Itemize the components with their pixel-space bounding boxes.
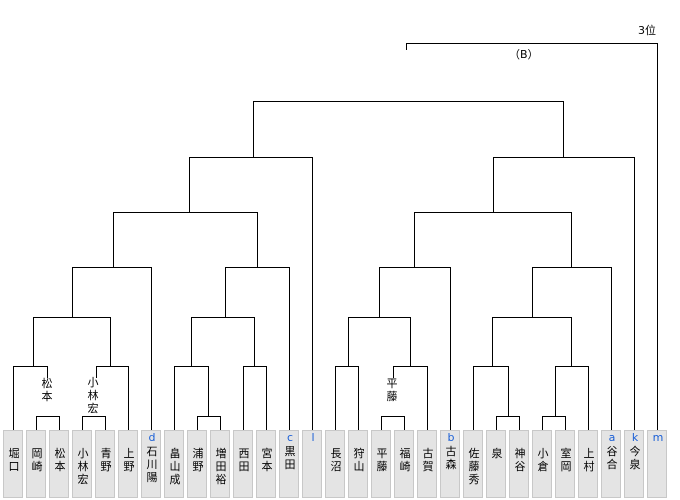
entry-box: 宮 本 <box>256 430 276 498</box>
match-13 <box>189 157 313 430</box>
entry-name: 青 野 <box>100 447 112 473</box>
entry-box: 増 田 裕 <box>210 430 230 498</box>
entry-box: 浦 野 <box>187 430 207 498</box>
match-11 <box>225 267 290 430</box>
seed-tag: l <box>311 431 315 444</box>
match-3 <box>13 366 48 430</box>
match-6 <box>72 267 152 430</box>
entry-name: 今 泉 <box>629 445 641 471</box>
seed-tag: k <box>631 431 639 444</box>
entry-name: 小 倉 <box>537 447 549 473</box>
entry-box: 青 野 <box>95 430 115 498</box>
advance-label-m2: 小 林 宏 <box>87 376 99 415</box>
entry-name: 畠 山 成 <box>169 447 181 486</box>
match-21 <box>542 416 566 430</box>
match-9 <box>243 366 267 430</box>
entry-box: 小 林 宏 <box>72 430 92 498</box>
match-22 <box>555 366 589 430</box>
entry-name: 泉 <box>491 447 503 460</box>
entry-name: 岡 崎 <box>31 447 43 473</box>
entry-box: 室 岡 <box>555 430 575 498</box>
entry-name: 室 岡 <box>560 447 572 473</box>
entry-name: 松 本 <box>54 447 66 473</box>
entry-name: 堀 口 <box>8 447 20 473</box>
entry-box: 泉 <box>486 430 506 498</box>
entry-name: 福 崎 <box>399 447 411 473</box>
entry-box: 狩 山 <box>348 430 368 498</box>
entry-name: 石 川 陽 <box>146 445 158 484</box>
match-8 <box>174 366 209 430</box>
entry-box: 堀 口 <box>3 430 23 498</box>
entry-box: 福 崎 <box>394 430 414 498</box>
entry-name: 宮 本 <box>261 447 273 473</box>
seed-tag: a <box>608 431 616 444</box>
entry-name: 増 田 裕 <box>215 447 227 486</box>
match-4 <box>96 366 129 430</box>
seed-tag: m <box>652 431 664 444</box>
entry-box: 長 沼 <box>325 430 345 498</box>
match-20 <box>473 366 509 430</box>
match-2 <box>82 416 106 430</box>
entry-box: 佐 藤 秀 <box>463 430 483 498</box>
entry-box: 神 谷 <box>509 430 529 498</box>
third-place-label: 3位 <box>638 24 656 37</box>
match-7 <box>197 416 221 430</box>
entry-name: 古 森 <box>445 445 457 471</box>
entry-name: 上 野 <box>123 447 135 473</box>
entry-name: 長 沼 <box>330 447 342 473</box>
match-16 <box>393 366 428 430</box>
entry-box: 平 藤 <box>371 430 391 498</box>
entry-box: 松 本 <box>49 430 69 498</box>
entry-box: m <box>647 430 667 498</box>
bracket-b-label: （B） <box>509 48 539 61</box>
entry-name: 黒 田 <box>284 445 296 471</box>
entry-box: 古 賀 <box>417 430 437 498</box>
entry-name: 平 藤 <box>376 447 388 473</box>
entry-box: 上 野 <box>118 430 138 498</box>
match-24 <box>532 267 612 430</box>
entry-box: 畠 山 成 <box>164 430 184 498</box>
entry-name: 浦 野 <box>192 447 204 473</box>
match-15 <box>381 416 405 430</box>
entry-name: 上 村 <box>583 447 595 473</box>
seed-tag: c <box>286 431 294 444</box>
match-5 <box>33 317 111 366</box>
match-1 <box>36 416 60 430</box>
entry-name: 狩 山 <box>353 447 365 473</box>
advance-label-m3: 平 藤 <box>386 377 398 403</box>
match-17 <box>348 317 411 366</box>
entry-box: 上 村 <box>578 430 598 498</box>
entry-box: l <box>302 430 322 498</box>
match-26 <box>493 157 635 430</box>
entry-name: 小 林 宏 <box>77 447 89 486</box>
entry-name: 神 谷 <box>514 447 526 473</box>
match-18 <box>379 267 451 430</box>
match-14 <box>335 366 359 430</box>
seed-tag: d <box>148 431 156 444</box>
entry-name: 谷 合 <box>606 445 618 471</box>
entry-box: 小 倉 <box>532 430 552 498</box>
entry-box: 岡 崎 <box>26 430 46 498</box>
match-19 <box>496 416 520 430</box>
entry-name: 古 賀 <box>422 447 434 473</box>
entry-name: 西 田 <box>238 447 250 473</box>
entry-box: 西 田 <box>233 430 253 498</box>
match-25 <box>414 212 572 267</box>
seed-tag: b <box>447 431 455 444</box>
advance-label-m1: 松 本 <box>41 377 53 403</box>
third-place-match <box>406 43 658 430</box>
match-12 <box>113 212 258 267</box>
match-27 <box>253 101 564 157</box>
entry-name: 佐 藤 秀 <box>468 447 480 486</box>
match-23 <box>492 317 572 366</box>
match-10 <box>191 317 255 366</box>
